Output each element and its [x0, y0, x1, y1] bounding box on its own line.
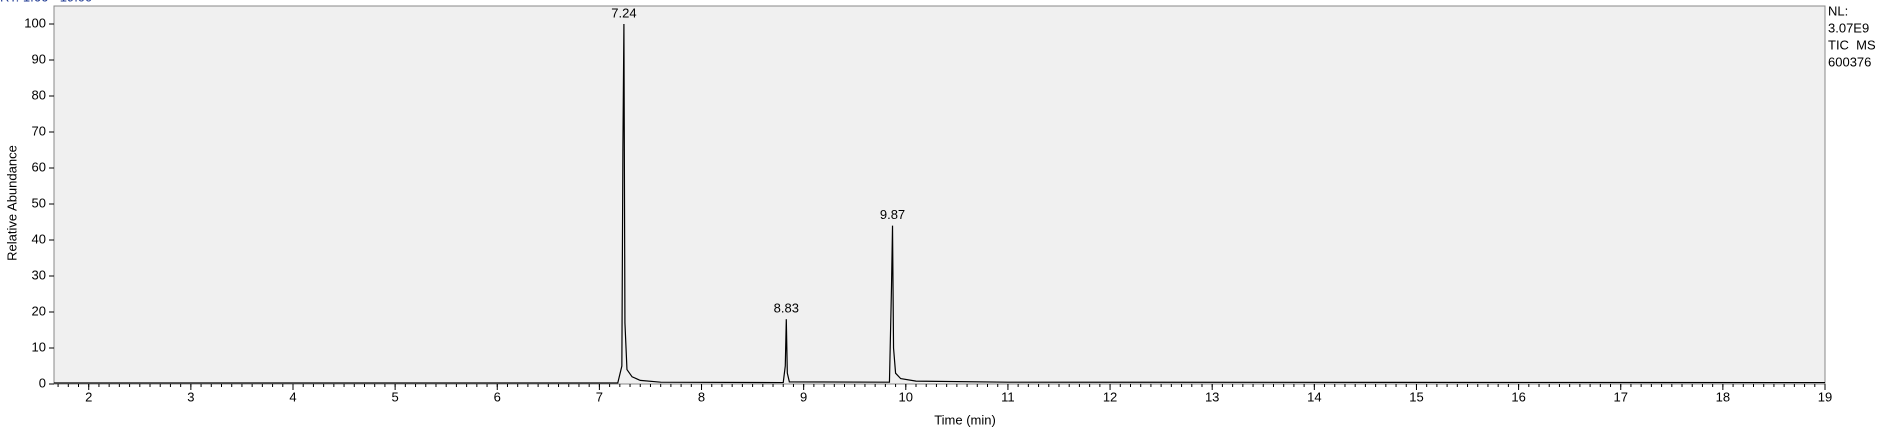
peak-label: 9.87	[880, 207, 905, 222]
y-tick-label: 60	[32, 159, 46, 174]
peak-label: 8.83	[774, 301, 799, 316]
y-axis-title: Relative Abundance	[4, 145, 19, 261]
y-tick-label: 80	[32, 87, 46, 102]
x-tick-label: 5	[392, 389, 399, 404]
x-tick-label: 14	[1307, 389, 1321, 404]
x-tick-label: 17	[1613, 389, 1627, 404]
y-tick-label: 10	[32, 339, 46, 354]
nl-label: NL:	[1828, 3, 1848, 18]
x-tick-label: 9	[800, 389, 807, 404]
x-tick-label: 16	[1511, 389, 1525, 404]
y-tick-label: 0	[39, 375, 46, 390]
x-tick-label: 13	[1205, 389, 1219, 404]
x-tick-label: 6	[494, 389, 501, 404]
y-tick-label: 50	[32, 195, 46, 210]
x-tick-label: 3	[187, 389, 194, 404]
x-tick-label: 19	[1818, 389, 1832, 404]
y-tick-label: 70	[32, 123, 46, 138]
y-tick-label: 90	[32, 51, 46, 66]
x-tick-label: 18	[1716, 389, 1730, 404]
x-tick-label: 10	[899, 389, 913, 404]
y-tick-label: 100	[24, 15, 46, 30]
trace	[54, 23, 1826, 384]
y-tick-label: 40	[32, 231, 46, 246]
plot-area	[53, 5, 1826, 385]
x-tick-label: 2	[85, 389, 92, 404]
y-tick-label: 20	[32, 303, 46, 318]
x-tick-label: 8	[698, 389, 705, 404]
peak-label: 7.24	[611, 5, 636, 20]
x-tick-label: 4	[289, 389, 296, 404]
range-label: RT: 1.66 - 19.00	[0, 0, 92, 4]
x-tick-label: 7	[596, 389, 603, 404]
x-tick-label: 11	[1001, 389, 1015, 404]
y-tick-label: 30	[32, 267, 46, 282]
x-axis-title: Time (min)	[934, 412, 996, 427]
x-tick-label: 15	[1409, 389, 1423, 404]
trace-label: TIC MS	[1828, 37, 1876, 52]
nl-value: 3.07E9	[1828, 20, 1869, 35]
x-tick-label: 12	[1103, 389, 1117, 404]
file-label: 600376	[1828, 54, 1871, 69]
